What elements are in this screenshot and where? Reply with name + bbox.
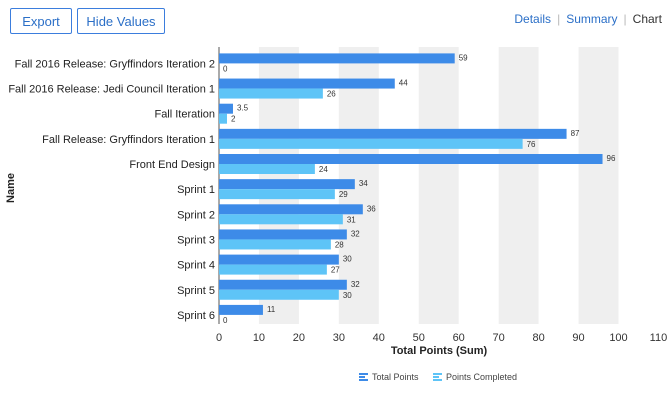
points-completed-value-label: 30 [343, 291, 352, 300]
x-axis-title: Total Points (Sum) [391, 345, 488, 357]
grid-band [578, 47, 619, 324]
total-points-bar [219, 78, 395, 89]
total-points-value-label: 96 [607, 154, 616, 163]
total-points-bar [219, 179, 355, 190]
view-separator: | [557, 12, 561, 26]
category-label: Sprint 1 [177, 184, 215, 196]
category-label: Sprint 3 [177, 234, 215, 246]
x-tick-label: 90 [572, 332, 584, 344]
hide-values-button[interactable]: Hide Values [77, 8, 165, 34]
points-completed-value-label: 26 [327, 90, 336, 99]
points-completed-value-label: 31 [347, 215, 356, 224]
x-tick-label: 100 [609, 332, 627, 344]
total-points-bar [219, 128, 567, 139]
points-completed-value-label: 27 [331, 266, 340, 275]
category-label: Sprint 5 [177, 285, 215, 297]
points-completed-bar [219, 138, 523, 149]
total-points-value-label: 34 [359, 179, 368, 188]
total-points-bar [219, 154, 603, 164]
legend-points-completed-icon [433, 376, 439, 378]
legend-total-points-label: Total Points [372, 372, 419, 382]
category-label: Sprint 4 [177, 260, 215, 272]
total-points-bar [219, 279, 347, 290]
x-tick-label: 10 [253, 332, 265, 344]
legend-points-completed-icon [433, 379, 442, 381]
legend-total-points-icon [359, 379, 368, 381]
total-points-bar [219, 103, 233, 114]
x-tick-label: 70 [493, 332, 505, 344]
category-label: Sprint 2 [177, 209, 215, 221]
category-label: Front End Design [129, 159, 215, 171]
total-points-value-label: 87 [571, 129, 580, 138]
legend-total-points-icon [359, 373, 368, 375]
points-completed-value-label: 0 [223, 316, 228, 325]
total-points-value-label: 30 [343, 255, 352, 264]
points-completed-bar [219, 239, 331, 250]
points-completed-bar [219, 289, 339, 300]
points-completed-value-label: 2 [231, 115, 236, 124]
points-completed-bar [219, 88, 323, 99]
x-tick-label: 50 [413, 332, 425, 344]
points-completed-bar [219, 264, 327, 275]
view-separator: | [623, 12, 627, 26]
points-completed-value-label: 76 [527, 140, 536, 149]
points-completed-value-label: 0 [223, 64, 228, 73]
category-label: Fall 2016 Release: Jedi Council Iteratio… [8, 84, 215, 96]
legend-points-completed-label: Points Completed [446, 372, 517, 382]
total-points-value-label: 11 [267, 305, 276, 314]
points-completed-bar [219, 189, 335, 200]
y-axis-title: Name [5, 173, 17, 203]
total-points-bar [219, 229, 347, 240]
total-points-value-label: 44 [399, 79, 408, 88]
grid-band [498, 47, 539, 324]
total-points-bar [219, 304, 263, 315]
x-tick-label: 20 [293, 332, 305, 344]
view-switcher: Details | Summary | Chart [514, 12, 662, 26]
x-tick-label: 110 [650, 332, 668, 344]
category-label: Fall 2016 Release: Gryffindors Iteration… [15, 58, 215, 70]
total-points-bar [219, 254, 339, 265]
total-points-value-label: 32 [351, 280, 360, 289]
category-label: Fall Iteration [154, 109, 215, 121]
points-completed-value-label: 28 [335, 240, 344, 249]
points-completed-value-label: 29 [339, 190, 348, 199]
total-points-value-label: 36 [367, 204, 376, 213]
view-chart-link[interactable]: Chart [632, 12, 662, 26]
points-completed-value-label: 24 [319, 165, 328, 174]
export-button[interactable]: Export [10, 8, 72, 34]
x-tick-label: 60 [453, 332, 465, 344]
points-completed-bar [219, 113, 227, 124]
x-tick-label: 30 [333, 332, 345, 344]
view-summary-link[interactable]: Summary [566, 12, 618, 26]
view-details-link[interactable]: Details [514, 12, 552, 26]
chart-toolbar: Export Hide Values Details | Summary | C… [0, 0, 672, 44]
x-tick-label: 0 [216, 332, 222, 344]
category-label: Sprint 6 [177, 310, 215, 322]
x-tick-label: 40 [373, 332, 385, 344]
legend-total-points-icon [359, 376, 365, 378]
total-points-value-label: 3.5 [237, 104, 249, 113]
category-label: Fall Release: Gryffindors Iteration 1 [42, 134, 215, 146]
total-points-bar [219, 204, 363, 215]
x-tick-label: 80 [532, 332, 544, 344]
points-completed-bar [219, 164, 315, 174]
total-points-bar [219, 53, 455, 64]
total-points-value-label: 32 [351, 229, 360, 238]
legend-points-completed-icon [433, 373, 442, 375]
points-completed-bar [219, 214, 343, 225]
grid-band [418, 47, 459, 324]
total-points-value-label: 59 [459, 53, 468, 62]
